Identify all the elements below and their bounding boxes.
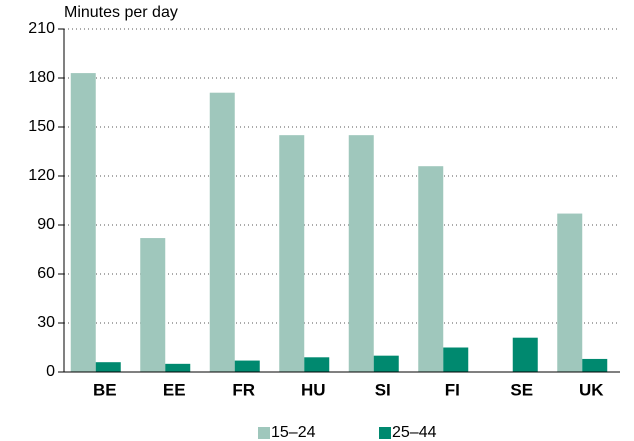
y-tick-label: 120: [28, 167, 55, 184]
bar: [70, 73, 96, 372]
legend-label: 15–24: [271, 424, 316, 441]
bar: [582, 358, 608, 372]
bar: [418, 166, 444, 372]
bar: [140, 238, 166, 372]
x-tick-label: EE: [163, 380, 186, 399]
y-tick-label: 60: [37, 265, 55, 282]
y-tick-label: 210: [28, 20, 55, 37]
bar: [557, 213, 583, 372]
x-tick-label: SE: [510, 380, 533, 399]
legend-label: 25–44: [392, 424, 437, 441]
legend-swatch: [258, 427, 270, 439]
x-tick-label: FR: [232, 380, 255, 399]
bar: [348, 135, 374, 372]
x-tick-label: SI: [375, 380, 391, 399]
legend-swatch: [379, 427, 391, 439]
y-tick-label: 0: [46, 363, 55, 380]
y-tick-label: 90: [37, 216, 55, 233]
y-tick-label: 30: [37, 314, 55, 331]
bar: [512, 337, 538, 372]
x-tick-label: HU: [301, 380, 326, 399]
bar: [279, 135, 305, 372]
bar: [209, 92, 235, 372]
bar: [304, 357, 330, 372]
bar: [443, 347, 469, 372]
bar: [234, 360, 260, 372]
x-tick-label: BE: [93, 380, 117, 399]
y-tick-label: 150: [28, 118, 55, 135]
x-tick-label: UK: [579, 380, 604, 399]
y-axis-label: Minutes per day: [64, 4, 178, 21]
bar: [165, 363, 191, 372]
x-tick-label: FI: [445, 380, 460, 399]
bar: [373, 355, 399, 372]
bar: [95, 362, 121, 372]
y-tick-label: 180: [28, 69, 55, 86]
